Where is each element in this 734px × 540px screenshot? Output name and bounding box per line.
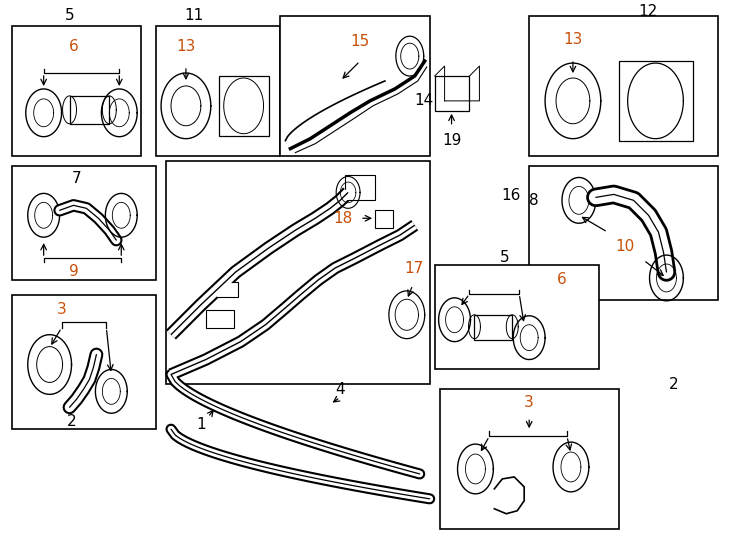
Text: 7: 7 [71,171,81,186]
Text: 11: 11 [184,8,203,23]
Bar [219,76,269,136]
Text: 6: 6 [69,39,79,53]
Bar [435,265,599,369]
Text: 1: 1 [196,417,206,431]
Text: 6: 6 [557,273,567,287]
Text: 16: 16 [501,188,520,203]
Bar [216,282,238,297]
Text: 18: 18 [333,211,353,226]
Text: 9: 9 [69,265,79,280]
Bar [529,16,718,156]
Bar [206,310,233,328]
Bar [12,295,156,429]
Bar [12,166,156,280]
Text: 3: 3 [57,302,67,318]
Bar [440,389,619,529]
Text: 8: 8 [529,193,539,208]
Bar [166,160,429,384]
Text: 17: 17 [404,260,424,275]
Text: 5: 5 [499,249,509,265]
Bar [375,210,393,228]
Bar [435,76,470,111]
Text: 12: 12 [639,4,658,19]
Text: 19: 19 [442,133,461,148]
Bar [280,16,429,156]
Bar [156,26,280,156]
Text: 15: 15 [350,33,370,49]
Text: 3: 3 [524,395,534,410]
Text: 13: 13 [563,32,583,46]
Text: 14: 14 [415,93,434,109]
Bar [474,315,512,340]
Bar [345,176,375,200]
Bar [70,96,109,124]
Text: 13: 13 [176,39,196,53]
Bar [529,166,718,300]
Text: 2: 2 [67,414,76,429]
Text: 4: 4 [335,382,345,397]
Text: 5: 5 [65,8,74,23]
Bar [12,26,141,156]
Bar [619,61,694,140]
Text: 2: 2 [669,377,678,392]
Text: 10: 10 [615,239,634,254]
